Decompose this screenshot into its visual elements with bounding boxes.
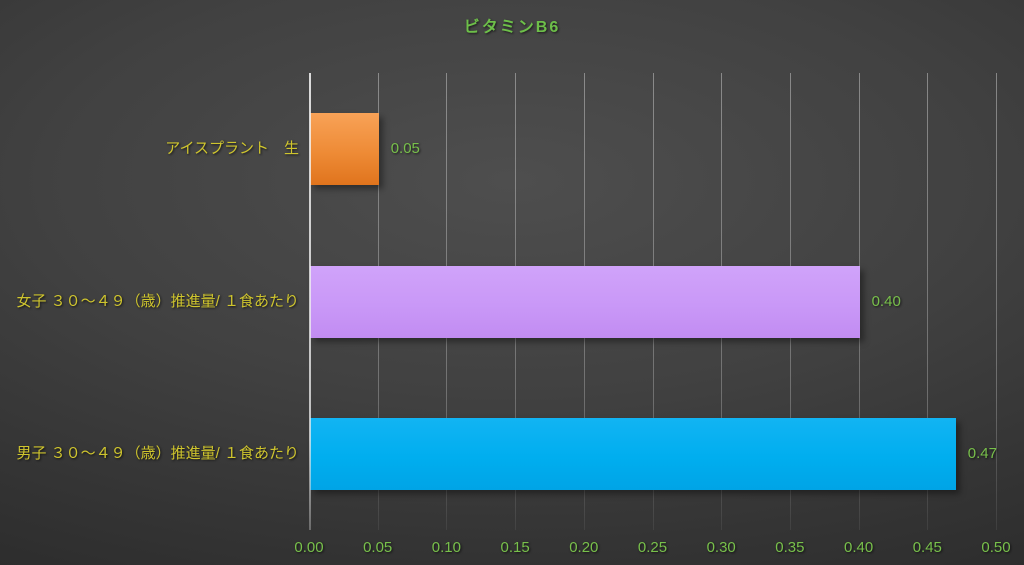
chart-title: ビタミンB6 — [463, 19, 561, 36]
x-axis-tick-label: 0.10 — [431, 539, 461, 556]
bar-0[interactable] — [310, 113, 379, 186]
category-label: 男子 ３０～４９（歳）推進量/ １食あたり — [16, 444, 299, 462]
value-label: 0.05 — [390, 140, 420, 158]
bar-2[interactable] — [310, 417, 956, 490]
x-axis-tick-label: 0.50 — [981, 539, 1011, 556]
x-axis-tick-label: 0.30 — [706, 539, 736, 556]
value-label: 0.40 — [871, 292, 901, 310]
category-label: 女子 ３０～４９（歳）推進量/ １食あたり — [16, 292, 299, 310]
y-axis-line — [309, 73, 311, 530]
plot-area — [309, 73, 997, 530]
x-axis-tick-label: 0.25 — [637, 539, 668, 556]
gridline — [996, 73, 997, 530]
x-axis-tick-label: 0.00 — [294, 539, 324, 556]
x-axis-tick-label: 0.15 — [500, 539, 530, 556]
category-label: アイスプラント 生 — [165, 140, 299, 158]
value-label: 0.47 — [967, 444, 997, 462]
x-axis-tick-label: 0.20 — [569, 539, 599, 556]
x-axis-tick-label: 0.35 — [775, 539, 805, 556]
gridline — [927, 73, 929, 530]
bar-1[interactable] — [310, 265, 860, 338]
x-axis-tick-label: 0.45 — [912, 539, 942, 556]
x-axis-tick-label: 0.40 — [843, 539, 874, 556]
x-axis-tick-label: 0.05 — [363, 539, 393, 556]
